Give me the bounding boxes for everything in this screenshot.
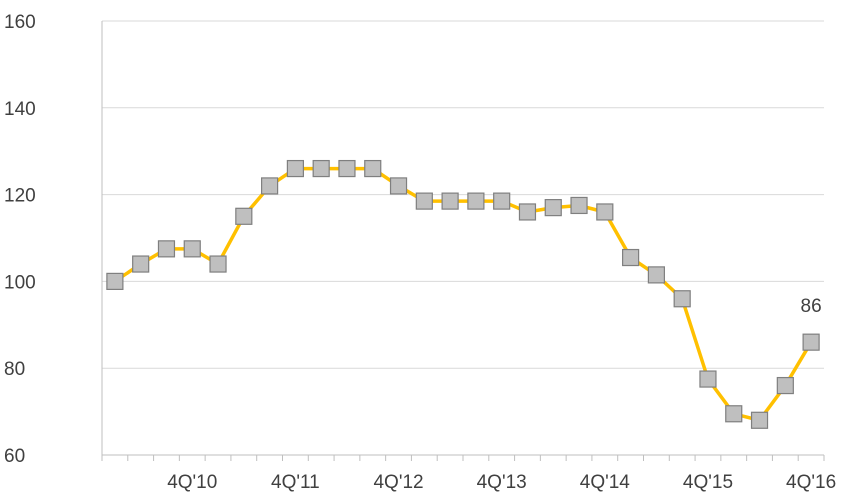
data-point-3Q15 <box>673 290 691 308</box>
x-tick-label-4Q12: 4Q'12 <box>373 472 423 493</box>
data-point-1Q14 <box>518 203 537 221</box>
series-index-line <box>106 159 820 429</box>
x-tick-label-4Q13: 4Q'13 <box>477 472 527 493</box>
x-tick-label-4Q11: 4Q'11 <box>271 472 320 493</box>
series-line <box>113 166 813 423</box>
x-tick-label-4Q10: 4Q'10 <box>167 472 217 493</box>
data-point-3Q16 <box>776 376 794 395</box>
data-point-4Q15 <box>699 370 717 388</box>
y-tick-label-60: 60 <box>4 446 25 467</box>
data-point-4Q10 <box>183 240 201 258</box>
labels: 60 80 100 120 140 160 4Q'10 4Q'11 4Q'12 4Q'13 4Q'1… <box>4 12 836 493</box>
data-point-1Q15 <box>622 248 640 267</box>
data-point-3Q10 <box>157 240 176 258</box>
data-point-2Q11 <box>235 207 253 225</box>
data-point-3Q11 <box>261 177 279 195</box>
data-point-4Q14 <box>596 203 614 221</box>
data-point-3Q14 <box>570 196 588 215</box>
gridlines <box>102 20 824 369</box>
x-tick-label-4Q16: 4Q'16 <box>786 472 836 493</box>
data-point-4Q13 <box>493 192 511 210</box>
data-point-1Q16 <box>725 405 743 423</box>
data-point-2Q16 <box>750 411 769 429</box>
data-point-2Q13 <box>441 192 459 210</box>
data-point-1Q13 <box>415 192 433 210</box>
data-point-4Q16 <box>802 333 820 351</box>
y-tick-label-120: 120 <box>4 186 36 207</box>
x-tick-label-4Q14: 4Q'14 <box>580 472 631 493</box>
data-point-2Q12 <box>338 159 356 178</box>
y-tick-label-140: 140 <box>4 99 36 120</box>
y-tick-label-160: 160 <box>4 12 36 33</box>
data-point-3Q13 <box>467 192 485 210</box>
y-tick-label-100: 100 <box>4 272 36 293</box>
data-point-2Q15 <box>647 266 665 284</box>
data-point-1Q12 <box>312 159 330 178</box>
axes <box>101 21 825 461</box>
data-point-1Q10 <box>106 272 124 290</box>
data-point-4Q12 <box>389 177 408 195</box>
data-point-2Q14 <box>544 199 562 217</box>
data-point-2Q10 <box>132 255 150 273</box>
y-tick-label-80: 80 <box>4 359 25 380</box>
data-point-4Q11 <box>286 159 304 178</box>
data-point-1Q11 <box>209 255 227 273</box>
data-label-86: 86 <box>801 296 822 317</box>
data-point-3Q12 <box>364 159 382 178</box>
x-tick-label-4Q15: 4Q'15 <box>683 472 733 493</box>
